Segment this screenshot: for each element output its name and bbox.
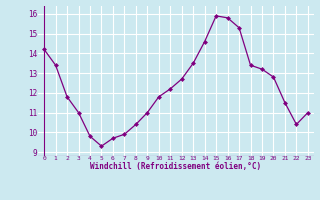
X-axis label: Windchill (Refroidissement éolien,°C): Windchill (Refroidissement éolien,°C): [91, 162, 261, 171]
